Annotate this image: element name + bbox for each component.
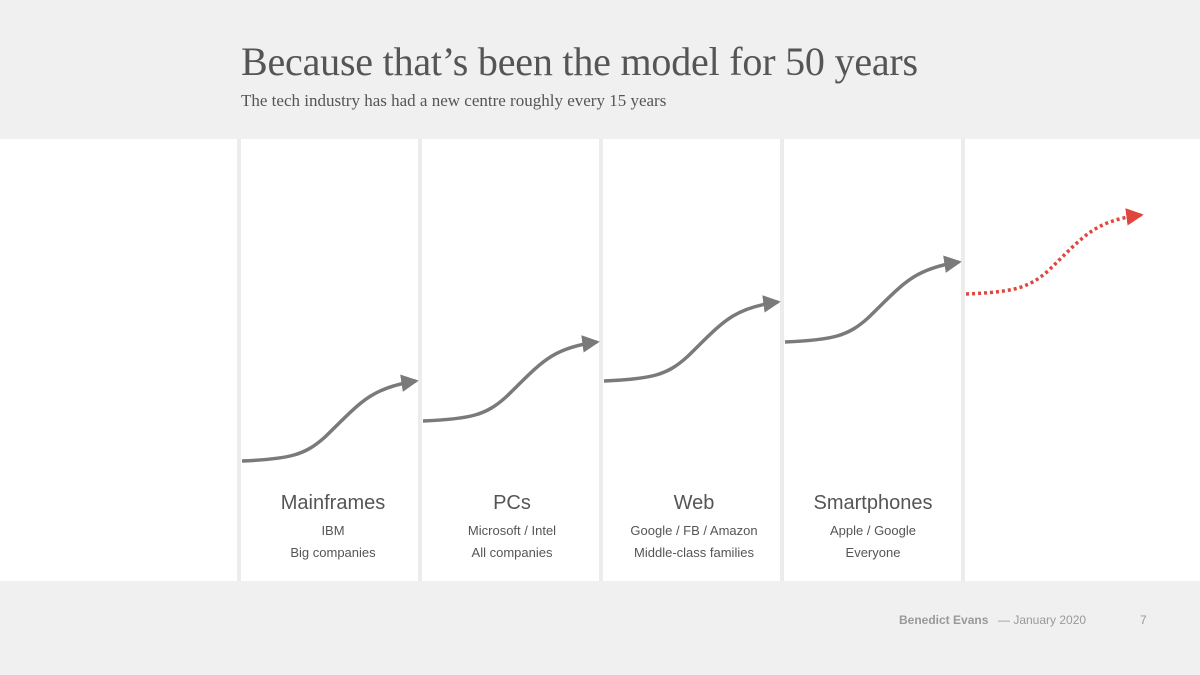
era-players: Apple / Google (829, 523, 916, 538)
web-growth-curve (603, 295, 781, 383)
era-divider (780, 139, 784, 581)
era-smartphones: Smartphones Apple / Google Everyone (785, 490, 961, 564)
era-audience: Middle-class families (634, 545, 754, 560)
era-divider (237, 139, 241, 581)
era-divider (418, 139, 422, 581)
smartphones-growth-curve (784, 255, 962, 344)
era-players: IBM (321, 523, 345, 538)
footer-author: Benedict Evans (899, 613, 989, 627)
mainframes-growth-curve (241, 374, 419, 463)
slide-title: Because that’s been the model for 50 yea… (241, 39, 918, 84)
footer-date: — January 2020 (998, 613, 1087, 627)
era-divider (599, 139, 603, 581)
future-growth-curve (965, 208, 1144, 296)
era-name: Web (673, 492, 715, 514)
era-name: PCs (493, 492, 531, 514)
era-web: Web Google / FB / Amazon Middle-class fa… (606, 490, 782, 564)
era-mainframes: Mainframes IBM Big companies (245, 490, 421, 564)
era-players: Microsoft / Intel (467, 523, 557, 538)
era-audience: Everyone (845, 545, 901, 560)
pcs-growth-curve (422, 335, 600, 423)
era-pcs: PCs Microsoft / Intel All companies (424, 490, 600, 564)
era-name: Smartphones (813, 492, 933, 514)
era-audience: All companies (471, 545, 553, 560)
era-audience: Big companies (290, 545, 376, 560)
era-name: Mainframes (280, 492, 386, 514)
slide-subtitle: The tech industry has had a new centre r… (241, 91, 667, 110)
page-number: 7 (1140, 613, 1147, 627)
era-players: Google / FB / Amazon (630, 523, 758, 538)
era-divider (961, 139, 965, 581)
